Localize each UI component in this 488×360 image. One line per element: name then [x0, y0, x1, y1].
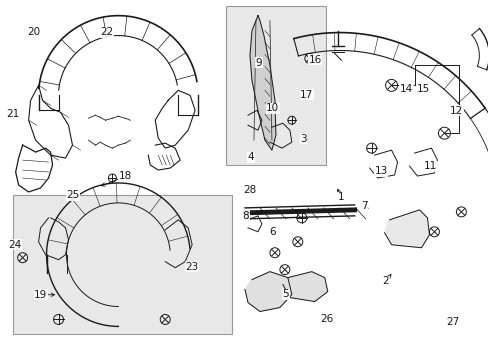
Text: 12: 12: [449, 106, 462, 116]
Text: 22: 22: [100, 27, 113, 37]
Text: 9: 9: [255, 58, 262, 68]
Text: 16: 16: [308, 55, 321, 65]
Polygon shape: [244, 272, 291, 311]
Text: 7: 7: [360, 201, 366, 211]
Text: 20: 20: [27, 27, 41, 37]
Text: 28: 28: [242, 185, 256, 195]
Text: 18: 18: [118, 171, 131, 181]
Bar: [13, 195, 232, 334]
Text: 15: 15: [416, 84, 429, 94]
Polygon shape: [249, 15, 275, 150]
Text: 17: 17: [300, 90, 313, 100]
Text: 14: 14: [399, 84, 412, 94]
Text: 5: 5: [282, 289, 289, 299]
Polygon shape: [283, 272, 327, 302]
Text: 6: 6: [269, 227, 276, 237]
Text: 8: 8: [242, 211, 249, 221]
Text: 4: 4: [247, 152, 254, 162]
Text: 25: 25: [66, 190, 80, 201]
Text: 3: 3: [300, 134, 306, 144]
Text: 27: 27: [446, 317, 459, 327]
Text: 1: 1: [337, 192, 344, 202]
Text: 2: 2: [382, 276, 388, 286]
Text: 26: 26: [319, 314, 332, 324]
Text: 21: 21: [6, 109, 20, 119]
Polygon shape: [384, 210, 428, 248]
Text: 24: 24: [9, 239, 22, 249]
Text: 19: 19: [34, 290, 47, 300]
Text: 13: 13: [374, 166, 387, 176]
Text: 23: 23: [185, 262, 198, 272]
Text: 11: 11: [423, 161, 436, 171]
Text: 10: 10: [265, 103, 279, 113]
Bar: [225, 6, 325, 165]
